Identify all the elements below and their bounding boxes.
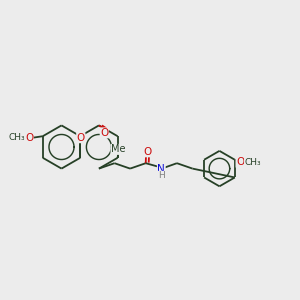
Text: O: O: [25, 133, 33, 143]
Text: N: N: [158, 164, 165, 174]
Text: O: O: [143, 147, 151, 157]
Text: CH₃: CH₃: [8, 133, 25, 142]
Text: H: H: [158, 171, 165, 180]
Text: O: O: [77, 133, 85, 143]
Text: O: O: [236, 157, 244, 167]
Text: O: O: [100, 128, 108, 138]
Text: Me: Me: [111, 144, 125, 154]
Text: CH₃: CH₃: [244, 158, 261, 166]
